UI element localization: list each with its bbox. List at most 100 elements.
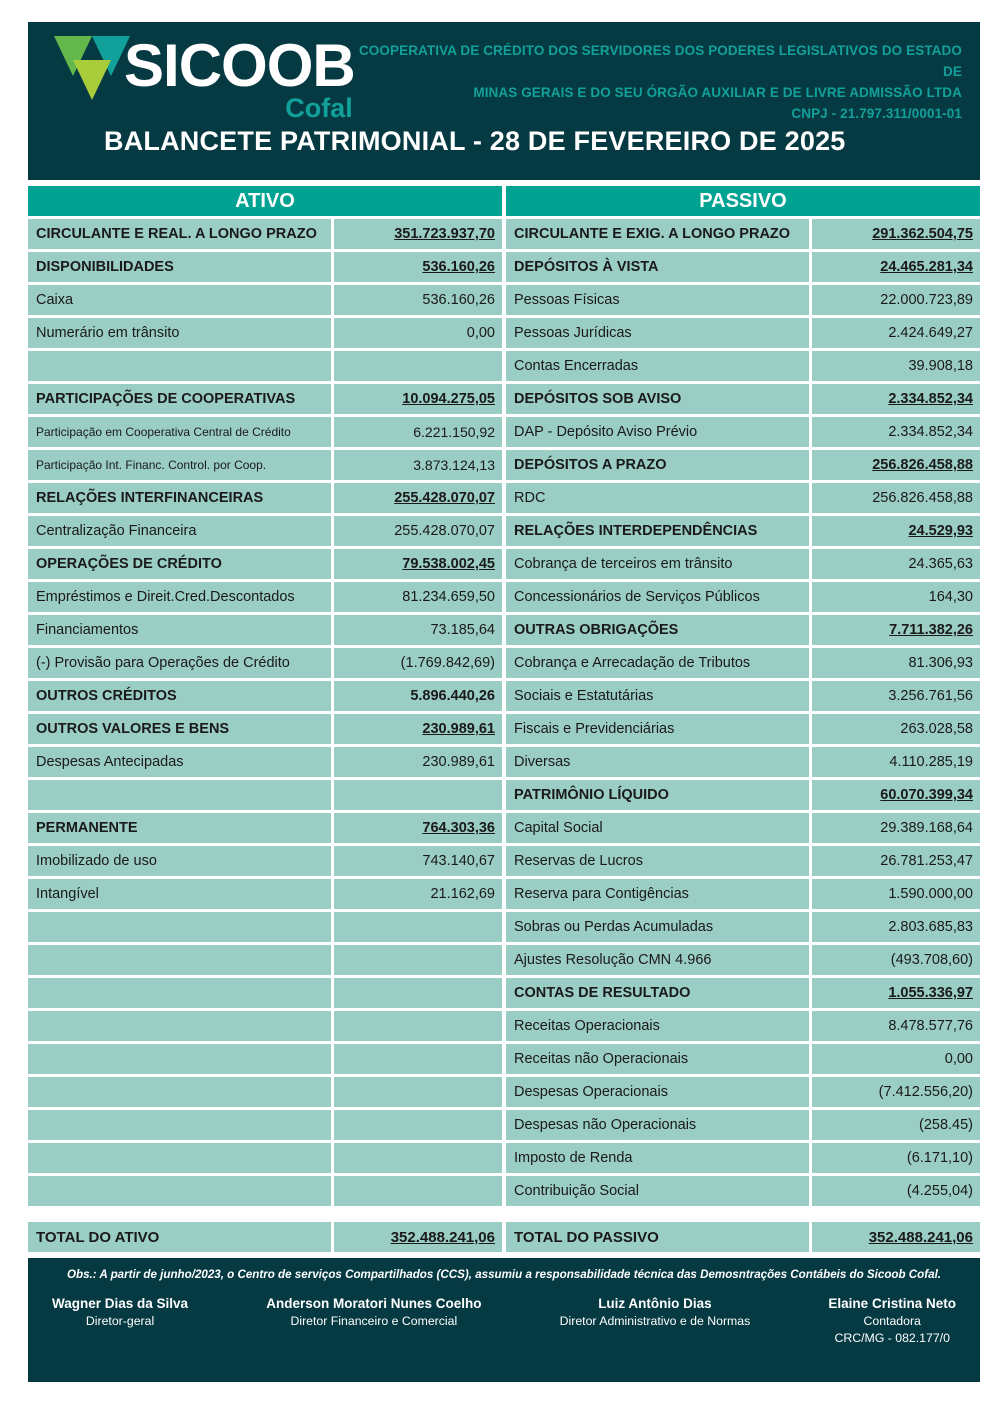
- table-row: Financiamentos 73.185,64: [28, 615, 502, 645]
- row-value: 7.711.382,26: [812, 615, 980, 645]
- row-value: 6.221.150,92: [334, 417, 502, 447]
- table-row-empty: [28, 1110, 502, 1140]
- row-value-text: 10.094.275,05: [402, 391, 495, 407]
- table-row-total-ativo: TOTAL DO ATIVO 352.488.241,06: [28, 1222, 502, 1252]
- row-label: DISPONIBILIDADES: [28, 252, 331, 282]
- signature-role: Diretor-geral: [85, 1314, 155, 1328]
- row-label: [28, 1044, 331, 1074]
- table-row: Sociais e Estatutárias 3.256.761,56: [506, 681, 980, 711]
- row-value-text: 24.529,93: [908, 523, 973, 539]
- signature-name: Luiz Antônio Dias: [598, 1296, 712, 1311]
- table-row-empty: [28, 1143, 502, 1173]
- table-row: Reserva para Contigências 1.590.000,00: [506, 879, 980, 909]
- row-label: [28, 1143, 331, 1173]
- row-label: Numerário em trânsito: [28, 318, 331, 348]
- row-value: [334, 1143, 502, 1173]
- row-value: 0,00: [334, 318, 502, 348]
- row-label: [28, 1011, 331, 1041]
- row-value-text: 2.334.852,34: [888, 391, 973, 407]
- signature-extra: CRC/MG - 082.177/0: [834, 1331, 950, 1345]
- row-label: Receitas não Operacionais: [506, 1044, 809, 1074]
- total-passivo-value: 352.488.241,06: [812, 1222, 980, 1252]
- row-label: [28, 780, 331, 810]
- row-value-text: 255.428.070,07: [394, 490, 495, 506]
- signature-name: Elaine Cristina Neto: [828, 1296, 956, 1311]
- table-row: PERMANENTE 764.303,36: [28, 813, 502, 843]
- row-value: 743.140,67: [334, 846, 502, 876]
- row-value: (7.412.556,20): [812, 1077, 980, 1107]
- row-label: Contas Encerradas: [506, 351, 809, 381]
- row-label: DEPÓSITOS SOB AVISO: [506, 384, 809, 414]
- row-label: PARTICIPAÇÕES DE COOPERATIVAS: [28, 384, 331, 414]
- signature-role: Contadora: [863, 1314, 921, 1328]
- row-value-text: 256.826.458,88: [872, 457, 973, 473]
- row-value: 536.160,26: [334, 252, 502, 282]
- table-row: OPERAÇÕES DE CRÉDITO 79.538.002,45: [28, 549, 502, 579]
- row-label: Despesas não Operacionais: [506, 1110, 809, 1140]
- table-row: PATRIMÔNIO LÍQUIDO 60.070.399,34: [506, 780, 980, 810]
- table-row: Imposto de Renda (6.171,10): [506, 1143, 980, 1173]
- row-value: 230.989,61: [334, 714, 502, 744]
- row-value: (258.45): [812, 1110, 980, 1140]
- column-header-passivo: PASSIVO: [506, 186, 980, 216]
- signature-entry: Elaine Cristina Neto Contadora CRC/MG - 08…: [828, 1295, 956, 1347]
- table-row: DEPÓSITOS SOB AVISO 2.334.852,34: [506, 384, 980, 414]
- row-label: [28, 1110, 331, 1140]
- row-value: [334, 351, 502, 381]
- row-value: 24.465.281,34: [812, 252, 980, 282]
- row-value: (493.708,60): [812, 945, 980, 975]
- signature-entry: Luiz Antônio Dias Diretor Administrativo …: [560, 1295, 751, 1330]
- row-value: 351.723.937,70: [334, 219, 502, 249]
- table-row: Participação em Cooperativa Central de C…: [28, 417, 502, 447]
- row-value-text: 60.070.399,34: [880, 787, 973, 803]
- table-row: DEPÓSITOS A PRAZO 256.826.458,88: [506, 450, 980, 480]
- header-top: SICOOB Cofal COOPERATIVA DE CRÉDITO DOS …: [44, 30, 962, 124]
- row-label: DEPÓSITOS À VISTA: [506, 252, 809, 282]
- table-row: Despesas Antecipadas 230.989,61: [28, 747, 502, 777]
- row-label: OUTROS VALORES E BENS: [28, 714, 331, 744]
- document-footer: Obs.: A partir de junho/2023, o Centro d…: [28, 1258, 980, 1382]
- row-value: 26.781.253,47: [812, 846, 980, 876]
- row-label: Sobras ou Perdas Acumuladas: [506, 912, 809, 942]
- signature-entry: Wagner Dias da Silva Diretor-geral: [52, 1295, 188, 1330]
- row-value: 2.424.649,27: [812, 318, 980, 348]
- row-label: Despesas Operacionais: [506, 1077, 809, 1107]
- row-value-text: 764.303,36: [422, 820, 495, 836]
- row-label: Diversas: [506, 747, 809, 777]
- row-label: [28, 1077, 331, 1107]
- table-row-empty: [28, 1176, 502, 1206]
- row-label: Capital Social: [506, 813, 809, 843]
- row-label: [28, 978, 331, 1008]
- row-label: Despesas Antecipadas: [28, 747, 331, 777]
- row-label: RDC: [506, 483, 809, 513]
- total-ativo-label: TOTAL DO ATIVO: [28, 1222, 331, 1252]
- row-label: CIRCULANTE E EXIG. A LONGO PRAZO: [506, 219, 809, 249]
- table-row: Cobrança de terceiros em trânsito 24.365,…: [506, 549, 980, 579]
- row-label: Contribuição Social: [506, 1176, 809, 1206]
- row-value: [334, 1110, 502, 1140]
- cnpj-text: CNPJ - 21.797.311/0001-01: [791, 106, 962, 121]
- table-row-empty: [28, 780, 502, 810]
- row-value: 164,30: [812, 582, 980, 612]
- sicoob-logo-icon: [54, 34, 130, 100]
- row-value: 24.529,93: [812, 516, 980, 546]
- row-label: Receitas Operacionais: [506, 1011, 809, 1041]
- row-label: Participação em Cooperativa Central de C…: [28, 417, 331, 447]
- row-label: [28, 351, 331, 381]
- table-row: OUTRAS OBRIGAÇÕES 7.711.382,26: [506, 615, 980, 645]
- row-value: 2.803.685,83: [812, 912, 980, 942]
- row-value: 10.094.275,05: [334, 384, 502, 414]
- row-value: 230.989,61: [334, 747, 502, 777]
- row-value-text: 79.538.002,45: [402, 556, 495, 572]
- row-value: 21.162,69: [334, 879, 502, 909]
- row-value: 256.826.458,88: [812, 450, 980, 480]
- signature-entry: Anderson Moratori Nunes Coelho Diretor Fi…: [266, 1295, 481, 1330]
- table-row: RELAÇÕES INTERFINANCEIRAS 255.428.070,07: [28, 483, 502, 513]
- row-value: 22.000.723,89: [812, 285, 980, 315]
- row-label: [28, 912, 331, 942]
- cooperative-info: COOPERATIVA DE CRÉDITO DOS SERVIDORES DO…: [355, 30, 962, 124]
- row-value: 1.055.336,97: [812, 978, 980, 1008]
- row-value: 764.303,36: [334, 813, 502, 843]
- table-row: Empréstimos e Direit.Cred.Descontados 81.…: [28, 582, 502, 612]
- row-label: Ajustes Resolução CMN 4.966: [506, 945, 809, 975]
